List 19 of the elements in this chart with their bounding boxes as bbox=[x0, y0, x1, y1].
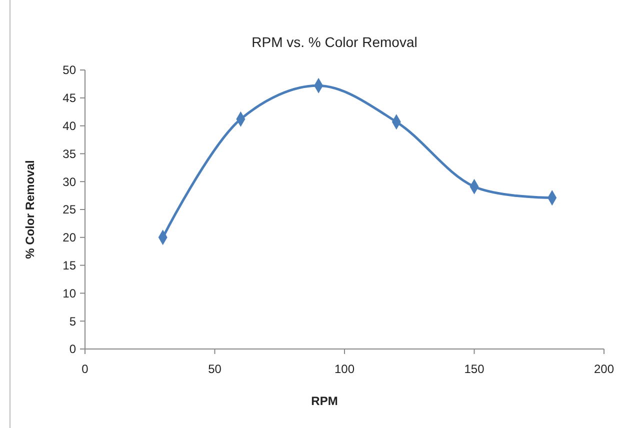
y-tick-label: 35 bbox=[62, 146, 76, 161]
y-tick-label: 10 bbox=[62, 286, 76, 300]
y-tick-label: 0 bbox=[69, 342, 76, 356]
x-tick-label: 100 bbox=[334, 362, 355, 376]
y-tick-label: 45 bbox=[62, 91, 76, 106]
y-tick-label: 50 bbox=[62, 63, 76, 78]
y-tick-label: 5 bbox=[69, 314, 76, 328]
y-tick-label: 30 bbox=[62, 174, 76, 189]
x-axis-title: RPM bbox=[311, 394, 338, 408]
chart-title: RPM vs. % Color Removal bbox=[252, 34, 418, 50]
y-tick-label: 25 bbox=[62, 202, 76, 217]
y-tick-label: 40 bbox=[62, 119, 76, 133]
y-axis-title: % Color Removal bbox=[23, 160, 37, 259]
x-tick-label: 200 bbox=[594, 362, 614, 376]
y-tick-label: 15 bbox=[62, 258, 76, 272]
y-tick-label: 20 bbox=[62, 230, 76, 245]
x-tick-label: 0 bbox=[82, 362, 89, 376]
x-tick-label: 150 bbox=[464, 362, 485, 376]
x-tick-label: 50 bbox=[208, 362, 222, 376]
